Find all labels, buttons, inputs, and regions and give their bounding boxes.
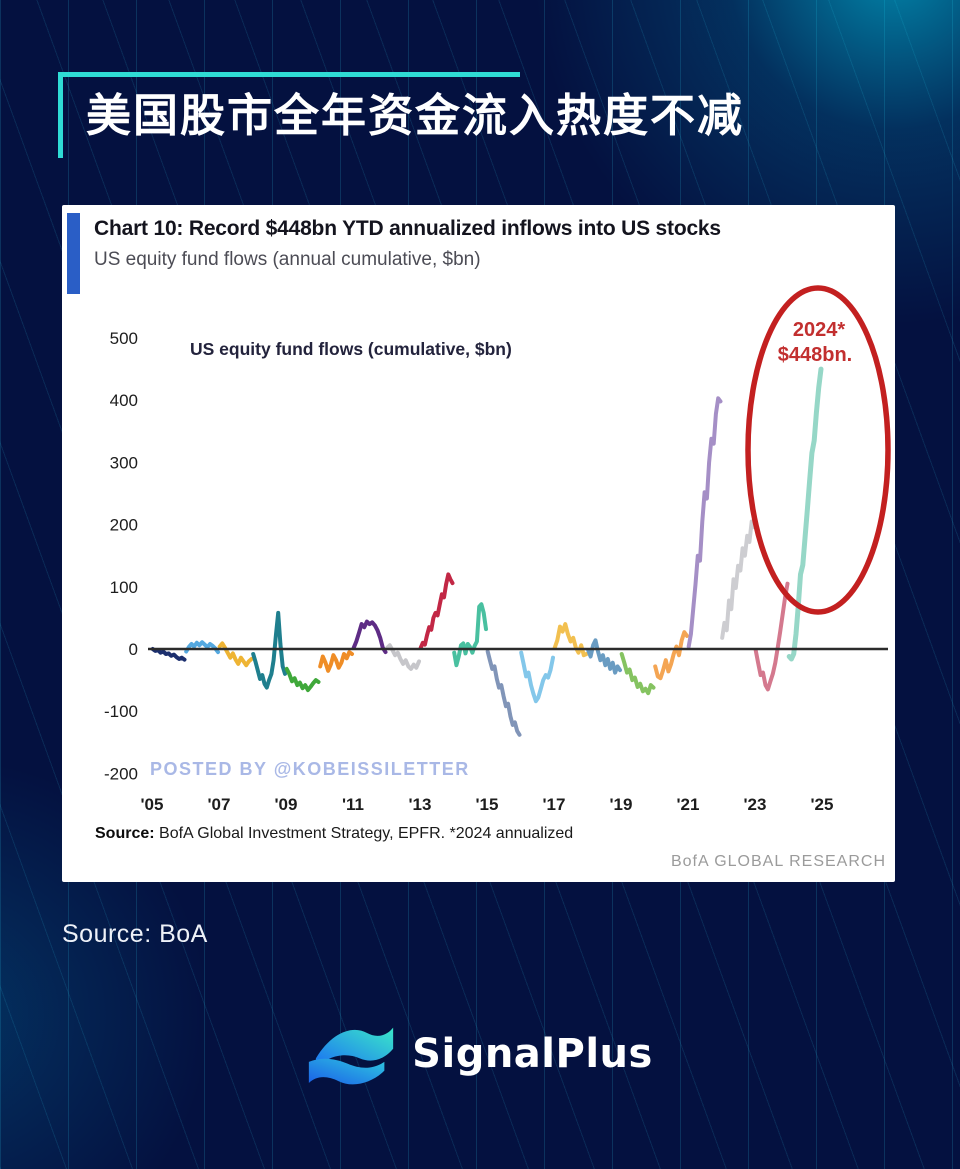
series-2013 bbox=[418, 572, 455, 650]
y-tick-label: 500 bbox=[110, 329, 138, 348]
series-2019 bbox=[619, 652, 656, 696]
y-tick-label: 400 bbox=[110, 391, 138, 410]
y-tick-label: 0 bbox=[129, 640, 138, 659]
caption-source: Source: BoA bbox=[62, 920, 208, 948]
chart-inner-label: US equity fund flows (cumulative, $bn) bbox=[190, 339, 512, 359]
chart-subtitle: US equity fund flows (annual cumulative,… bbox=[94, 249, 481, 270]
signalplus-logo-block: SignalPlus bbox=[0, 1018, 960, 1090]
series-2008 bbox=[251, 610, 287, 690]
y-tick-label: -200 bbox=[104, 764, 138, 783]
series-2023 bbox=[753, 581, 790, 692]
annotation-year: 2024* bbox=[793, 319, 845, 341]
series-2007 bbox=[217, 641, 254, 668]
chart-card: Chart 10: Record $448bn YTD annualized i… bbox=[62, 205, 895, 882]
x-tick-label: '19 bbox=[610, 795, 633, 814]
bofa-research-brand: BofA GLOBAL RESEARCH bbox=[670, 853, 886, 870]
chart-axis-layer: 500 400 300 200 100 0 -100 -200'05 '07 '09 '11 '13 '… bbox=[104, 329, 888, 814]
x-tick-label: '11 bbox=[342, 795, 364, 814]
page-title: 美国股市全年资金流入热度不减 bbox=[86, 89, 745, 142]
x-tick-label: '07 bbox=[208, 795, 231, 814]
series-2012 bbox=[385, 643, 421, 671]
x-tick-label: '23 bbox=[744, 795, 767, 814]
signalplus-wave-icon bbox=[309, 1027, 394, 1085]
series-2005 bbox=[150, 647, 187, 662]
chart-source-text: BofA Global Investment Strategy, EPFR. *… bbox=[154, 825, 574, 842]
series-2022 bbox=[720, 519, 756, 640]
watermark-text: POSTED BY @KOBEISSILETTER bbox=[150, 759, 470, 779]
x-tick-label: '21 bbox=[677, 795, 700, 814]
x-tick-label: '15 bbox=[476, 795, 499, 814]
x-tick-label: '17 bbox=[543, 795, 566, 814]
x-tick-label: '05 bbox=[141, 795, 164, 814]
series-2015 bbox=[485, 649, 522, 737]
chart-source-line: Source: BofA Global Investment Strategy,… bbox=[95, 825, 573, 843]
series-2018 bbox=[586, 638, 622, 675]
x-tick-label: '09 bbox=[275, 795, 298, 814]
series-2024 bbox=[786, 366, 824, 662]
highlight-circle bbox=[745, 285, 891, 615]
y-tick-label: 200 bbox=[110, 516, 138, 535]
chart-plot: 500 400 300 200 100 0 -100 -200'05 '07 '09 '11 '13 '… bbox=[104, 285, 891, 814]
chart-title: Chart 10: Record $448bn YTD annualized i… bbox=[94, 217, 721, 240]
headline-top-accent bbox=[58, 72, 520, 77]
chart-series-layer bbox=[150, 366, 824, 737]
signalplus-logo-text: SignalPlus bbox=[412, 1031, 653, 1077]
series-2014 bbox=[452, 602, 488, 668]
y-tick-label: 100 bbox=[110, 578, 138, 597]
series-2021 bbox=[686, 396, 723, 649]
chart-source-label: Source: bbox=[95, 825, 155, 842]
x-tick-label: '13 bbox=[409, 795, 432, 814]
x-tick-label: '25 bbox=[811, 795, 834, 814]
y-tick-label: -100 bbox=[104, 702, 138, 721]
annotation-value: $448bn. bbox=[778, 344, 852, 366]
headline-block: 美国股市全年资金流入热度不减 bbox=[58, 72, 818, 158]
series-2020 bbox=[653, 630, 689, 681]
series-2016 bbox=[519, 650, 555, 704]
series-2011 bbox=[351, 619, 388, 655]
headline-left-accent bbox=[58, 72, 63, 158]
chart-title-accent-bar bbox=[67, 213, 80, 294]
series-2006 bbox=[184, 640, 220, 655]
series-2009 bbox=[284, 666, 321, 693]
series-2010 bbox=[318, 650, 354, 673]
series-2017 bbox=[552, 622, 589, 658]
y-tick-label: 300 bbox=[110, 453, 138, 472]
